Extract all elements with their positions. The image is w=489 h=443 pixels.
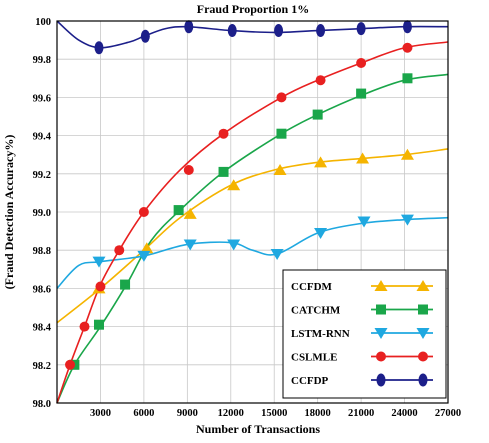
ccfdm-point	[183, 207, 197, 219]
catchm-point	[276, 128, 287, 139]
cslmle-point	[183, 164, 194, 175]
lstm-rnn-point	[137, 250, 151, 262]
ccfdm-point	[356, 152, 370, 164]
cslmle-point	[138, 207, 149, 217]
y-tick-label: 98.0	[33, 399, 51, 410]
cslmle-point	[114, 245, 125, 256]
legend-swatch-lstm-rnn-marker	[374, 328, 388, 339]
axis-ticks: 3000 6000 9000 12000 15000 18000 21000 24000 270…	[33, 17, 462, 419]
ccfdp-point	[402, 20, 412, 34]
x-tick-label: 24000	[391, 408, 417, 419]
cslmle-point	[276, 92, 287, 103]
lstm-rnn-point	[400, 214, 414, 226]
y-tick-label: 99.8	[33, 55, 51, 66]
chart-title: Fraud Proportion 1%	[197, 2, 309, 16]
ccfdm-point	[227, 179, 241, 191]
cslmle-point	[356, 58, 367, 69]
y-axis-label: (Fraud Detection Accuracy%)	[2, 135, 16, 290]
lstm-rnn-point	[92, 256, 106, 268]
legend-swatch-ccfdp-marker	[376, 373, 386, 387]
ccfdp-line	[56, 20, 449, 49]
legend-swatch-catchm-marker	[376, 304, 386, 315]
ccfdm-point	[273, 163, 287, 175]
catchm-point	[93, 319, 104, 330]
legend-swatch-lstm-rnn-marker	[416, 328, 430, 339]
y-tick-label: 98.2	[33, 361, 51, 372]
y-tick-label: 98.4	[33, 323, 52, 334]
catchm-point	[356, 88, 367, 99]
y-tick-label: 100	[35, 17, 51, 28]
lstm-rnn-point	[270, 249, 284, 261]
series-markers	[65, 20, 414, 370]
legend-label: LSTM-RNN	[291, 328, 350, 340]
catchm-point	[402, 73, 413, 84]
ccfdm-point	[140, 242, 154, 254]
ccfdm-line	[56, 148, 449, 324]
legend-label: CSLMLE	[291, 352, 337, 364]
cslmle-point	[95, 281, 106, 292]
y-tick-label: 98.6	[33, 284, 51, 295]
x-tick-label: 3000	[90, 408, 111, 419]
legend-swatch-ccfdm-marker	[374, 280, 388, 291]
legend: CCFDM CATCHM LSTM-RNN CSLMLE CCFDP	[282, 269, 447, 399]
y-tick-label: 99.0	[33, 208, 51, 219]
catchm-point	[120, 279, 131, 290]
x-tick-label: 9000	[177, 408, 198, 419]
catchm-point	[312, 109, 323, 120]
legend-label: CCFDP	[291, 375, 329, 387]
lstm-rnn-point	[357, 216, 371, 228]
lstm-rnn-point	[227, 239, 241, 251]
ccfdp-point	[227, 24, 237, 38]
x-tick-label: 18000	[305, 408, 331, 419]
x-tick-label: 6000	[133, 408, 154, 419]
ccfdp-point	[184, 20, 194, 34]
ccfdp-point	[316, 24, 326, 38]
y-tick-label: 99.6	[33, 93, 51, 104]
cslmle-point	[218, 128, 229, 139]
y-tick-label: 98.8	[33, 246, 51, 257]
ccfdm-point	[314, 156, 328, 168]
x-tick-label: 15000	[261, 408, 287, 419]
x-tick-label: 21000	[348, 408, 374, 419]
catchm-point	[218, 166, 229, 177]
legend-label: CATCHM	[291, 305, 341, 317]
plot-frame	[56, 20, 449, 404]
lstm-rnn-point	[314, 228, 328, 240]
legend-swatch-cslmle-marker	[376, 351, 386, 362]
x-tick-label: 12000	[218, 408, 244, 419]
ccfdp-point	[140, 29, 150, 43]
legend-swatch-cslmle-marker	[418, 351, 428, 362]
lstm-rnn-point	[183, 239, 197, 251]
ccfdp-point	[356, 22, 366, 36]
y-tick-label: 99.4	[33, 132, 52, 143]
ccfdm-point	[400, 148, 414, 160]
legend-box	[282, 269, 447, 399]
cslmle-point	[65, 359, 76, 370]
x-tick-label: 27000	[435, 408, 461, 419]
ccfdp-point	[94, 41, 104, 55]
legend-label: CCFDM	[291, 281, 333, 293]
y-tick-label: 99.2	[33, 170, 51, 181]
catchm-point	[173, 205, 184, 216]
x-axis-label: Number of Transactions	[196, 422, 320, 436]
ccfdp-point	[274, 24, 284, 38]
cslmle-point	[79, 321, 90, 332]
legend-swatch-ccfdm-marker	[416, 280, 430, 291]
legend-swatch-catchm-marker	[418, 304, 428, 315]
cslmle-point	[402, 42, 413, 53]
cslmle-point	[315, 75, 326, 86]
legend-swatch-ccfdp-marker	[418, 373, 428, 387]
